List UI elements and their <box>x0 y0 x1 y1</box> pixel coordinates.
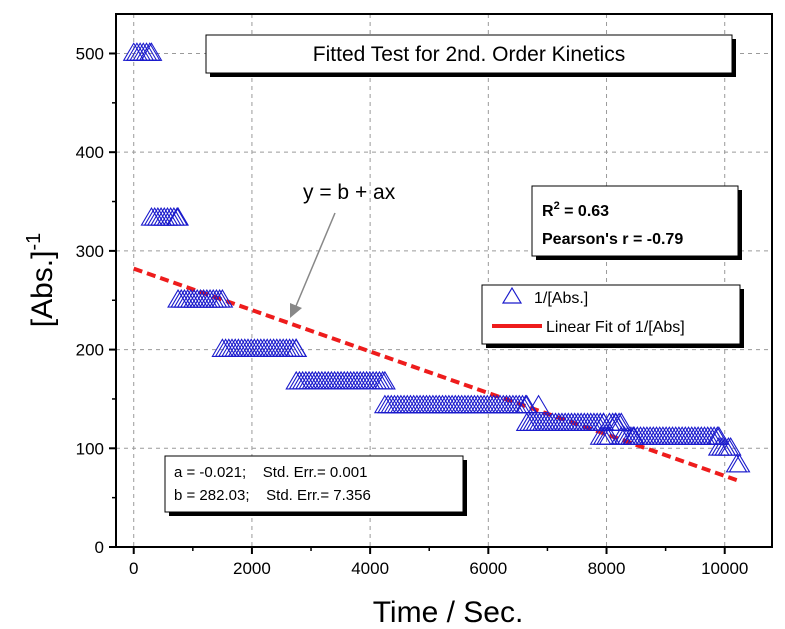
grid-lines <box>116 14 772 547</box>
data-point <box>604 412 627 431</box>
y-tick-label: 200 <box>76 341 104 360</box>
data-point <box>285 338 308 357</box>
data-point <box>725 453 748 473</box>
x-tick-label: 0 <box>129 559 138 578</box>
y-axis-title-superscript: -1 <box>23 233 45 251</box>
title-box <box>205 34 733 74</box>
pearson-r: Pearson's r = -0.79 <box>542 231 683 248</box>
y-axis-title: [Abs.] <box>26 251 59 328</box>
x-tick-label: 2000 <box>233 559 271 578</box>
fit-param-a: a = -0.021; Std. Err.= 0.001 <box>174 464 367 481</box>
y-axis-title-group: [Abs.]-1 <box>23 233 59 328</box>
data-point <box>125 42 148 61</box>
y-tick-label: 300 <box>76 242 104 261</box>
x-tick-label: 10000 <box>701 559 748 578</box>
data-point <box>527 394 550 414</box>
fit-param-b: b = 282.03; Std. Err.= 7.356 <box>174 487 371 504</box>
data-point <box>167 207 190 226</box>
legend-label-data: 1/[Abs.] <box>534 290 588 307</box>
x-tick-label: 6000 <box>469 559 507 578</box>
data-point <box>719 437 742 456</box>
data-point <box>598 426 621 445</box>
x-axis-title: Time / Sec. <box>373 596 524 629</box>
r-squared-label: R <box>542 203 554 220</box>
data-point <box>153 207 176 226</box>
data-point <box>211 288 234 308</box>
y-tick-label: 400 <box>76 143 104 162</box>
legend-label-fit: Linear Fit of 1/[Abs] <box>546 319 685 336</box>
x-tick-label: 8000 <box>588 559 626 578</box>
scatter-series <box>122 42 751 473</box>
chart-title: Fitted Test for 2nd. Order Kinetics <box>313 43 625 66</box>
legend-triangle-marker <box>501 286 523 304</box>
equation-arrow-line <box>295 212 336 307</box>
svg-text:R2 = 0.63: R2 = 0.63 <box>542 200 609 220</box>
data-point <box>728 453 751 473</box>
legend <box>481 284 741 345</box>
data-point <box>140 42 163 61</box>
fit-params-box <box>164 455 464 513</box>
axis-ticks: 0 2000 4000 6000 8000 10000 0 100 200 300 400 500 <box>76 44 749 578</box>
data-point <box>373 370 396 390</box>
equation-arrowhead <box>290 303 302 318</box>
r-squared-superscript: 2 <box>554 200 560 212</box>
plot-frame <box>115 13 773 548</box>
x-tick-label: 4000 <box>351 559 389 578</box>
data-point <box>129 42 152 61</box>
fit-line <box>133 266 741 483</box>
svg-text:[Abs.]-1: [Abs.]-1 <box>23 233 59 328</box>
r-squared-value: = 0.63 <box>560 203 609 220</box>
y-tick-label: 100 <box>76 439 104 458</box>
y-tick-label: 0 <box>95 538 104 557</box>
fit-line-series <box>133 266 741 483</box>
stats-box <box>531 185 739 257</box>
y-tick-label: 500 <box>76 44 104 63</box>
data-point <box>622 426 645 445</box>
equation-annotation: y = b + ax <box>303 181 396 204</box>
